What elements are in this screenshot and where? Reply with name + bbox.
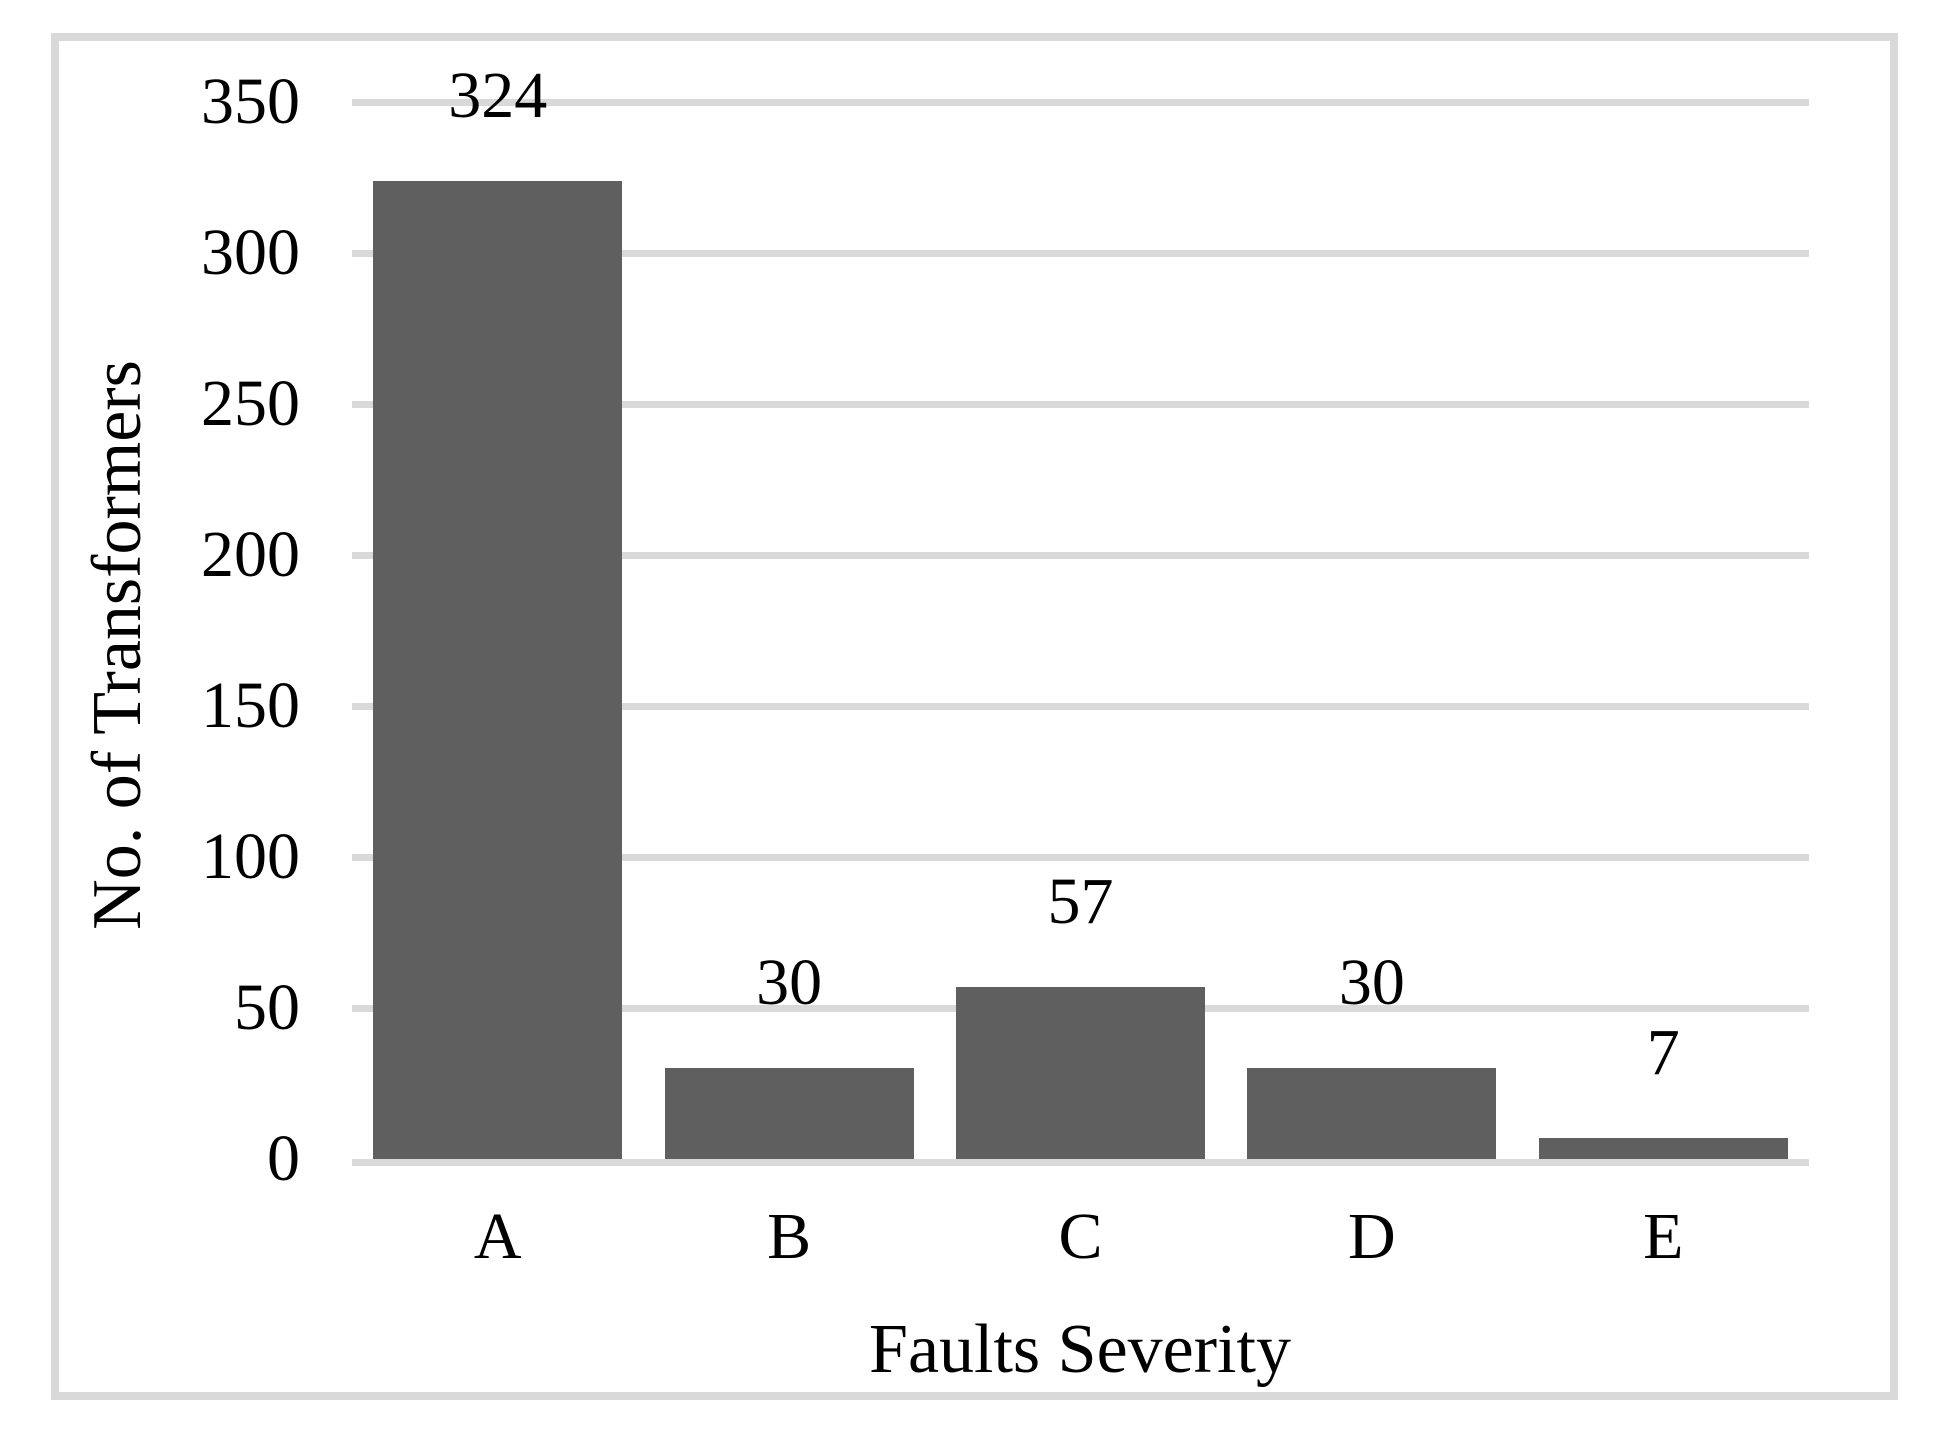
bar-value-label: 30 <box>756 946 823 1020</box>
y-tick-label: 100 <box>201 820 300 893</box>
y-tick-label: 250 <box>201 367 300 440</box>
x-axis-title: Faults Severity <box>869 1311 1291 1388</box>
bar-value-label: 57 <box>1047 864 1114 938</box>
y-tick-label: 150 <box>201 669 300 742</box>
y-tick-label: 50 <box>234 971 300 1044</box>
bar-E <box>1538 1137 1788 1159</box>
y-tick-label: 0 <box>267 1122 300 1195</box>
bar-B <box>664 1068 914 1159</box>
y-gridline <box>352 551 1809 559</box>
y-tick-label: 350 <box>201 65 300 138</box>
bar-D <box>1247 1068 1497 1159</box>
x-category-label: C <box>1058 1200 1103 1273</box>
y-gridline <box>352 702 1809 710</box>
chart-border-frame <box>51 33 1898 1400</box>
x-axis-line <box>352 1159 1809 1166</box>
bar-value-label: 324 <box>448 58 548 132</box>
bar-value-label: 30 <box>1338 946 1405 1020</box>
y-tick-label: 200 <box>201 518 300 591</box>
x-category-label: D <box>1348 1200 1396 1273</box>
y-gridline <box>352 400 1809 408</box>
bar-C <box>956 986 1205 1159</box>
y-tick-label: 300 <box>201 216 300 289</box>
bar-value-label: 7 <box>1646 1015 1680 1089</box>
y-gridline <box>352 249 1809 257</box>
x-category-label: A <box>473 1200 522 1273</box>
bar-A <box>373 180 623 1159</box>
y-gridline <box>352 98 1809 106</box>
x-category-label: E <box>1643 1200 1684 1273</box>
y-gridline <box>352 853 1809 861</box>
y-axis-title: No. of Transformers <box>79 360 156 930</box>
x-category-label: B <box>767 1200 812 1273</box>
